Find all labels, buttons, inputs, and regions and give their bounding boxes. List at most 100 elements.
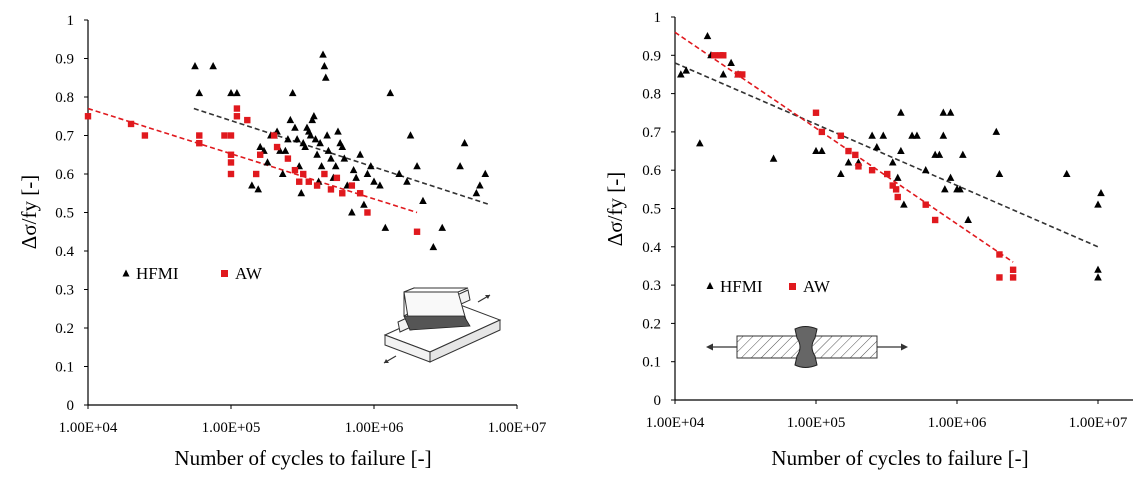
left-hfmi-point xyxy=(395,169,403,177)
left-x-tick-label: 1.00E+05 xyxy=(202,420,261,436)
right-hfmi-point xyxy=(946,108,955,116)
right-y-tick-label: 0 xyxy=(654,393,662,409)
left-y-tick-label: 0.8 xyxy=(55,90,74,106)
right-aw-point xyxy=(996,274,1003,281)
left-aw-point xyxy=(364,209,371,216)
left-x-tick-label: 1.00E+07 xyxy=(488,420,547,436)
left-hfmi-point xyxy=(317,162,326,170)
left-aw-point xyxy=(221,132,228,139)
left-legend-aw-marker xyxy=(221,270,228,277)
right-x-axis-label: Number of cycles to failure [-] xyxy=(771,446,1028,470)
left-hfmi-point xyxy=(248,181,256,189)
left-y-tick-label: 1 xyxy=(67,13,75,29)
right-aw-point xyxy=(837,132,845,139)
right-aw-point xyxy=(884,170,891,178)
right-x-tick-label: 1.00E+07 xyxy=(1069,415,1128,431)
right-hfmi-point xyxy=(995,169,1004,178)
right-y-tick-label: 0.4 xyxy=(642,240,661,256)
left-aw-point xyxy=(196,140,203,147)
left-hfmi-point xyxy=(297,189,306,197)
right-hfmi-point xyxy=(913,131,921,139)
left-aw-point xyxy=(270,132,278,139)
left-legend: HFMI AW xyxy=(122,264,263,283)
right-hfmi-point xyxy=(1097,188,1105,197)
left-x-tick-label: 1.00E+04 xyxy=(59,420,118,436)
right-y-tick-label: 0.7 xyxy=(642,125,661,141)
right-aw-point xyxy=(892,186,900,193)
right-hfmi-point xyxy=(873,143,881,151)
right-aw-point xyxy=(845,147,852,155)
left-hfmi-trendline xyxy=(193,107,491,206)
left-hfmi-point xyxy=(481,169,490,177)
left-hfmi-point xyxy=(209,62,217,70)
left-hfmi-point xyxy=(308,115,317,124)
right-aw-point xyxy=(852,151,859,159)
right-hfmi-point xyxy=(893,173,902,181)
left-aw-point xyxy=(127,120,135,128)
left-hfmi-point xyxy=(349,165,358,174)
left-hfmi-point xyxy=(334,127,342,135)
right-trendlines xyxy=(674,31,1099,263)
right-hfmi-point xyxy=(844,158,853,166)
chart-left: 00.10.20.30.40.50.60.70.80.91 1.00E+04 1.… xyxy=(17,13,547,470)
right-x-ticks: 1.00E+04 1.00E+05 1.00E+06 1.00E+07 xyxy=(646,400,1128,431)
chart-right: 00.10.20.30.40.50.60.70.80.91 1.00E+04 1.… xyxy=(603,10,1133,470)
left-hfmi-point xyxy=(310,112,318,120)
right-y-tick-label: 1 xyxy=(654,10,662,26)
left-aw-point xyxy=(252,170,260,178)
left-aw-point xyxy=(227,170,235,178)
left-aw-point xyxy=(356,190,364,197)
left-hfmi-point xyxy=(356,150,364,158)
left-aw-point xyxy=(327,186,335,193)
left-hfmi-point xyxy=(406,131,415,139)
right-aw-trendline xyxy=(674,31,1014,263)
left-y-tick-label: 0.6 xyxy=(55,167,74,183)
left-hfmi-point xyxy=(320,62,329,70)
left-hfmi-point xyxy=(403,177,411,185)
left-aw-point xyxy=(233,105,241,112)
left-aw-point xyxy=(313,182,321,189)
left-aw-point xyxy=(233,113,241,120)
left-hfmi-point xyxy=(281,146,290,154)
right-aw-point xyxy=(711,52,718,59)
right-legend-aw-marker xyxy=(789,283,796,290)
left-aw-point xyxy=(256,151,264,158)
left-aw-point xyxy=(227,151,235,158)
right-hfmi-point xyxy=(818,146,826,155)
right-hfmi-point xyxy=(868,131,876,139)
left-hfmi-point xyxy=(340,154,349,162)
left-hfmi-point xyxy=(316,139,324,147)
right-legend: HFMI AW xyxy=(706,277,831,296)
left-specimen-inset xyxy=(383,287,502,364)
left-aw-point xyxy=(273,143,281,151)
left-hfmi-point xyxy=(324,146,333,154)
right-hfmi-point xyxy=(727,58,735,66)
right-y-tick-label: 0.6 xyxy=(642,163,661,179)
right-y-ticks: 0 0.1 0.2 0.3 0.4 0.5 0.6 0.7 0.8 0.9 1 xyxy=(642,10,675,409)
left-aw-point xyxy=(300,170,307,178)
left-aw-point xyxy=(141,132,149,139)
left-y-tick-label: 0.7 xyxy=(55,129,74,145)
left-hfmi-point xyxy=(352,173,360,181)
left-hfmi-point xyxy=(263,158,272,166)
right-hfmi-point xyxy=(769,154,778,162)
left-hfmi-point xyxy=(293,135,301,143)
right-hfmi-point xyxy=(939,108,948,116)
left-hfmi-point xyxy=(460,139,469,147)
right-legend-hfmi-marker xyxy=(706,282,714,289)
left-hfmi-point xyxy=(376,181,384,189)
right-y-tick-label: 0.1 xyxy=(642,355,661,371)
left-hfmi-point xyxy=(227,88,235,97)
right-hfmi-point xyxy=(897,108,905,116)
left-x-tick-label: 1.00E+06 xyxy=(345,420,404,436)
right-hfmi-point xyxy=(682,66,690,74)
left-aw-point xyxy=(291,166,299,174)
right-hfmi-point xyxy=(837,169,845,178)
left-y-tick-label: 0.1 xyxy=(55,360,74,376)
right-aw-point xyxy=(812,109,820,116)
left-hfmi-point xyxy=(331,162,340,170)
right-aw-point xyxy=(931,216,939,224)
left-hfmi-point xyxy=(313,150,321,158)
left-hfmi-point xyxy=(438,223,447,231)
left-aw-point xyxy=(84,113,92,120)
